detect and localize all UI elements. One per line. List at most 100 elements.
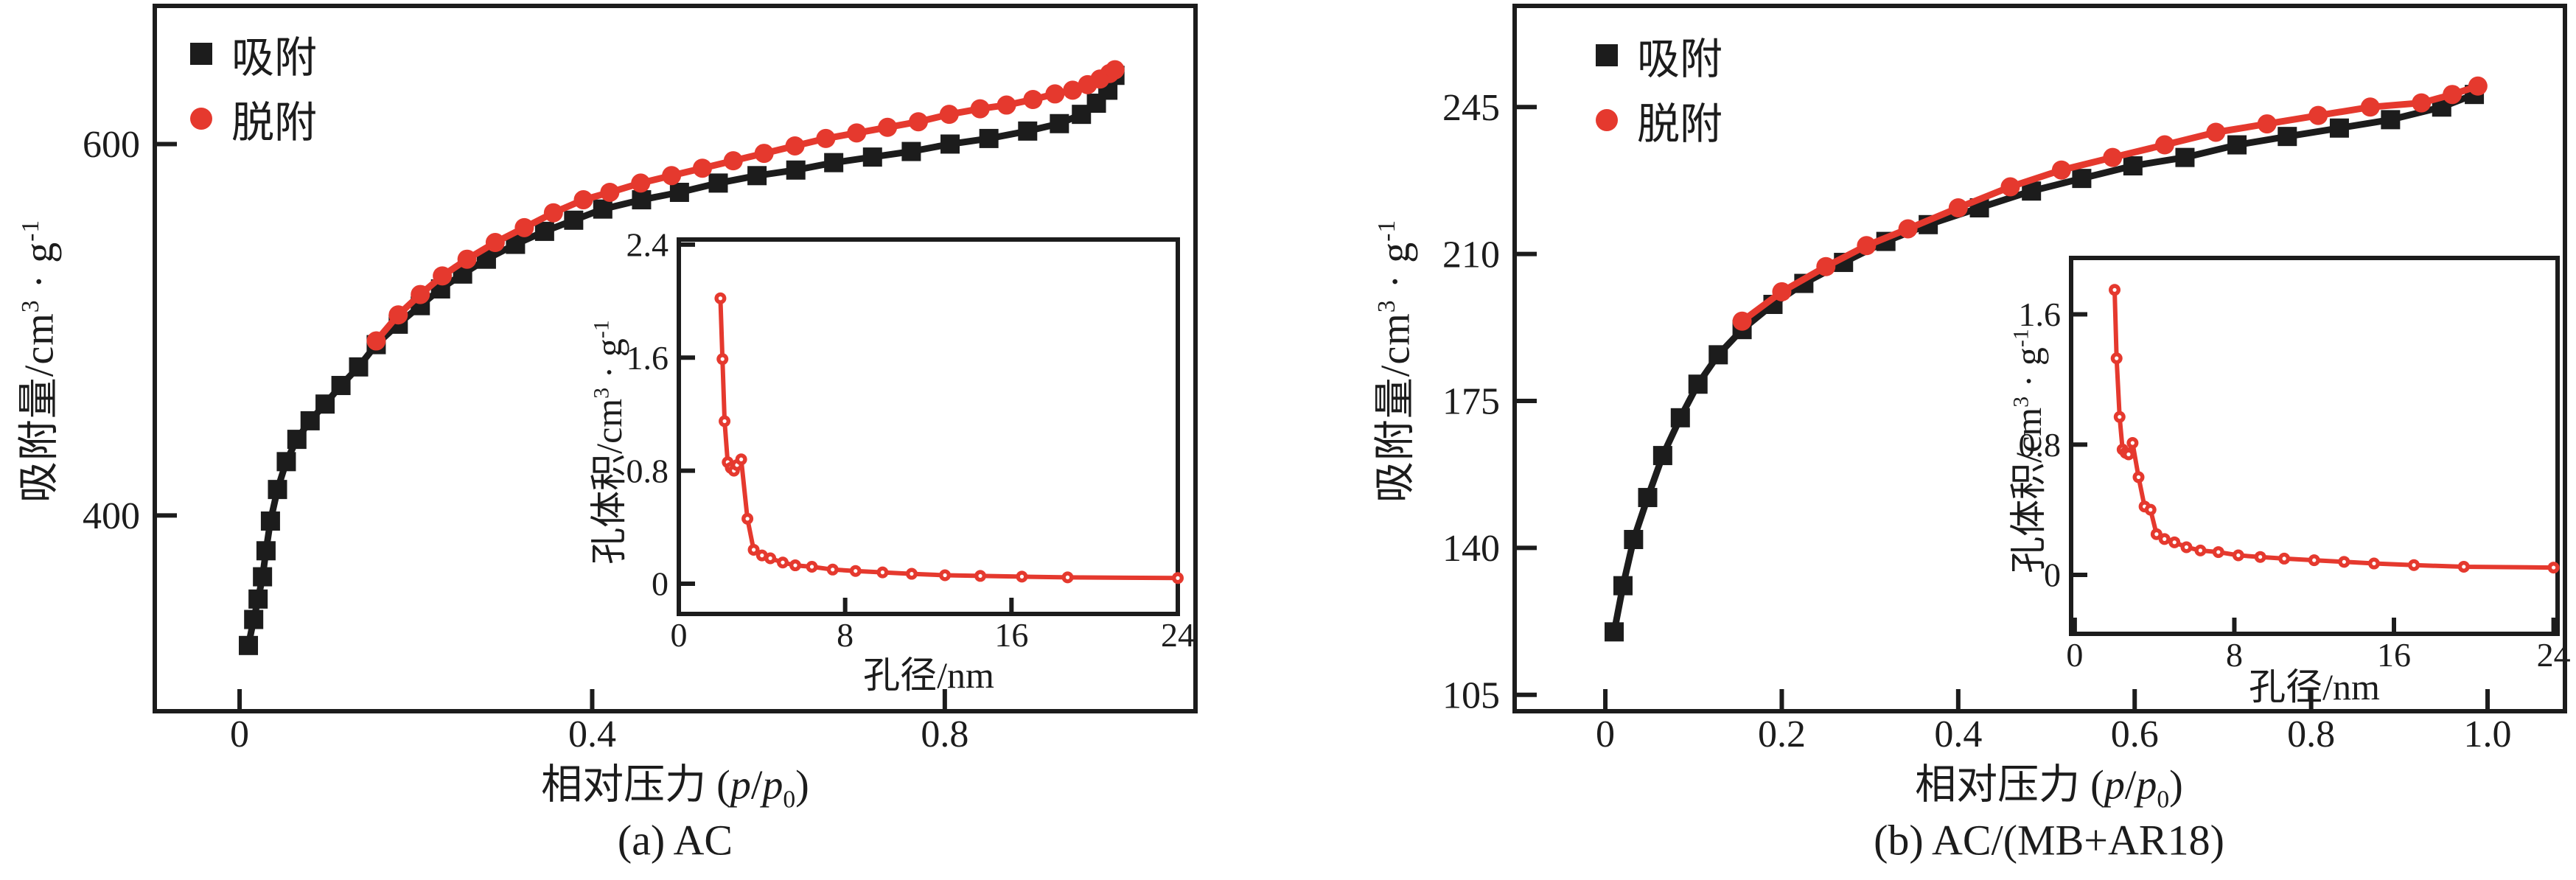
panel-a-main-desorption-data-point: [723, 151, 743, 171]
panel-b-main-x-tick-label: 0.4: [1934, 713, 1982, 755]
panel-a-main-y-tick-label: 400: [83, 495, 140, 537]
panel-b-inset-pore-data-point-center: [2136, 475, 2141, 480]
panel-a-inset-pore-data-point-center: [809, 565, 814, 569]
panel-a-inset-pore-data-point-center: [745, 517, 750, 521]
panel-b-inset-pore-data-point-center: [2130, 441, 2135, 445]
panel-b-main-x-tick-label: 1.0: [2464, 713, 2512, 755]
panel-a-main-frame: [153, 4, 1198, 713]
panel-b-main-x-tick-label: 0.8: [2287, 713, 2335, 755]
panel-b-inset-pore-data-point-center: [2115, 356, 2119, 360]
panel-b-inset-x-tick-label: 16: [2377, 636, 2411, 674]
panel-a-main-desorption-data-point: [388, 305, 408, 325]
panel-b-main-desorption-data-point: [2206, 122, 2226, 142]
panel-b-main-desorption-data-point: [2257, 114, 2277, 134]
panel-b-inset-pore-data-point-center: [2551, 565, 2556, 570]
panel-b-inset-pore-data-point-center: [2184, 545, 2189, 550]
panel-a-inset-pore-data-point-center: [722, 419, 727, 424]
panel-a-chart: 0 0.4 0.8 400 600 0 8 16 24 0 0.8 1.6 2.4: [83, 4, 1198, 755]
panel-b-inset-pore-data-point-center: [2258, 555, 2263, 559]
panel-b-inset-y-tick-label: 0: [2044, 556, 2061, 594]
panel-a-main-desorption-data-point: [1023, 89, 1043, 109]
panel-a-main-desorption-data-point: [785, 136, 805, 156]
panel-a-inset-pore-data-point-center: [943, 573, 947, 578]
panel-a-main-adsorption-data-point: [244, 610, 264, 629]
panel-a-main-desorption-data-point: [1105, 60, 1125, 80]
panel-b-inset-pore-data-point-center: [2163, 537, 2167, 541]
panel-b-main-desorption-data-point: [1948, 198, 1968, 217]
panel-a-main-desorption-data-point: [514, 217, 534, 237]
panel-a-inset-pore-data-point-center: [880, 570, 885, 575]
panel-b-main-desorption-data-point: [1898, 219, 1918, 239]
panel-a-inset-pore-data-point-center: [768, 556, 772, 561]
panel-b-main-x-tick-label: 0.2: [1758, 713, 1806, 755]
panel-a-main-adsorption-curve: [245, 74, 1118, 646]
panel-b-main-desorption-data-point: [2360, 97, 2380, 117]
panel-a-main-x-tick-label: 0: [230, 713, 249, 755]
adsorption-square-marker-icon: [190, 43, 212, 65]
panel-b-main-desorption-data-point: [2443, 85, 2462, 105]
panel-a-main-adsorption-data-point: [979, 128, 999, 148]
panel-a-main-desorption-data-point: [878, 117, 898, 137]
adsorption-square-marker-icon: [1596, 44, 1618, 66]
panel-a-inset-frame: [677, 237, 1180, 616]
panel-a-main-desorption-data-point: [996, 95, 1016, 115]
panel-b-inset-pore-data-point-center: [2412, 563, 2416, 568]
panel-b-inset-pore-data-point-center: [2149, 508, 2153, 512]
panel-b-inset-x-axis-title: 孔径/nm: [2249, 666, 2380, 708]
panel-b-main-adsorption-data-point: [1688, 374, 1708, 394]
panel-b-inset-pore-data-point-center: [2118, 415, 2122, 419]
panel-a-inset-x-tick-label: 0: [671, 616, 688, 654]
panel-a-main-y-tick-label: 600: [83, 124, 140, 166]
panel-b-main-adsorption-data-point: [2329, 118, 2349, 138]
panel-b-main-desorption-data-point: [1816, 256, 1836, 276]
panel-a-inset-x-tick-label: 16: [994, 616, 1028, 654]
panel-b-inset-pore-data-point-center: [2198, 548, 2203, 553]
panel-a-main-adsorption-data-point: [862, 147, 882, 167]
panel-a-main-adsorption-data-point: [564, 210, 584, 230]
panel-a-main-adsorption-data-point: [239, 635, 259, 655]
panel-a-main-adsorption-data-point: [268, 480, 287, 500]
panel-a-main-desorption-data-point: [754, 144, 774, 164]
panel-a-main-desorption-data-point: [939, 105, 959, 125]
panel-a-main-desorption-data-point: [692, 158, 712, 178]
panel-b-inset-pore-data-point-center: [2216, 550, 2221, 554]
panel-a-main-adsorption-data-point: [747, 166, 767, 186]
panel-a-main-desorption-data-point: [485, 233, 505, 253]
legend-item-desorption: 脱附: [1596, 94, 1722, 148]
panel-a-inset-pore-data-point-center: [854, 569, 858, 573]
panel-a-main-adsorption-data-point: [260, 511, 280, 531]
panel-a-main-desorption-data-point: [847, 123, 867, 143]
panel-a-y-axis-title: 吸附量/cm3 · g-1: [16, 219, 63, 503]
panel-a-main-desorption-data-point: [816, 128, 836, 148]
panel-a-main-adsorption-data-point: [824, 153, 844, 172]
panel-b-inset-pore-data-point-center: [2172, 540, 2177, 545]
panel-a-inset-y-tick-label: 2.4: [626, 226, 669, 264]
panel-a-main-desorption-data-point: [970, 99, 990, 119]
legend-item-adsorption: 吸附: [190, 28, 317, 82]
panel-b-inset-pore-data-point-center: [2372, 561, 2376, 566]
panel-b-y-axis-title: 吸附量/cm3 · g-1: [1372, 219, 1419, 503]
panel-a-main-desorption-data-point: [543, 203, 563, 223]
panel-b-inset-frame: [2069, 256, 2560, 636]
panel-a-main-adsorption-data-point: [253, 567, 273, 587]
panel-a-main-adsorption-data-point: [632, 190, 652, 210]
panel-a-inset-pore-data-point-center: [718, 296, 723, 301]
panel-a-main-x-tick-label: 0.4: [568, 713, 616, 755]
panel-b-main-desorption-data-point: [2308, 105, 2328, 125]
panel-b-inset-pore-data-point-center: [2236, 553, 2241, 558]
panel-b-inset-y-tick-label: 0.8: [2019, 426, 2062, 464]
panel-b-main-adsorption-data-point: [2227, 135, 2247, 155]
panel-a-x-axis-title: 相对压力 (p/p0): [541, 762, 809, 814]
panel-b-caption: (b) AC/(MB+AR18): [1874, 816, 2224, 865]
panel-a-main-adsorption-data-point: [256, 541, 276, 561]
panel-b-inset-y-tick-label: 1.6: [2019, 296, 2062, 333]
panel-a-inset-pore-data-point-center: [720, 357, 725, 361]
panel-a-inset-x-axis-title: 孔径/nm: [863, 654, 994, 696]
panel-a-inset-x-tick-label: 24: [1161, 616, 1195, 654]
panel-b-main-adsorption-data-point: [1624, 530, 1644, 550]
panel-b-main-desorption-data-point: [2103, 147, 2123, 167]
panel-a-main-desorption-data-point: [600, 182, 620, 202]
panel-b-inset-x-tick-label: 8: [2226, 636, 2243, 674]
panel-b-main-adsorption-data-point: [1670, 408, 1690, 427]
panel-a-inset-pore-data-point-center: [1176, 576, 1180, 580]
